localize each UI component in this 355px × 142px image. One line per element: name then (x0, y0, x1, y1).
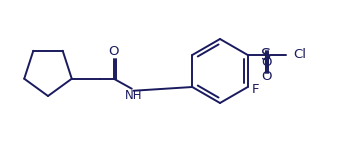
Text: Cl: Cl (294, 49, 307, 61)
Text: F: F (252, 83, 260, 96)
Text: O: O (262, 70, 272, 83)
Text: O: O (109, 45, 119, 58)
Text: NH: NH (125, 89, 142, 102)
Text: S: S (261, 48, 271, 62)
Text: O: O (262, 57, 272, 69)
